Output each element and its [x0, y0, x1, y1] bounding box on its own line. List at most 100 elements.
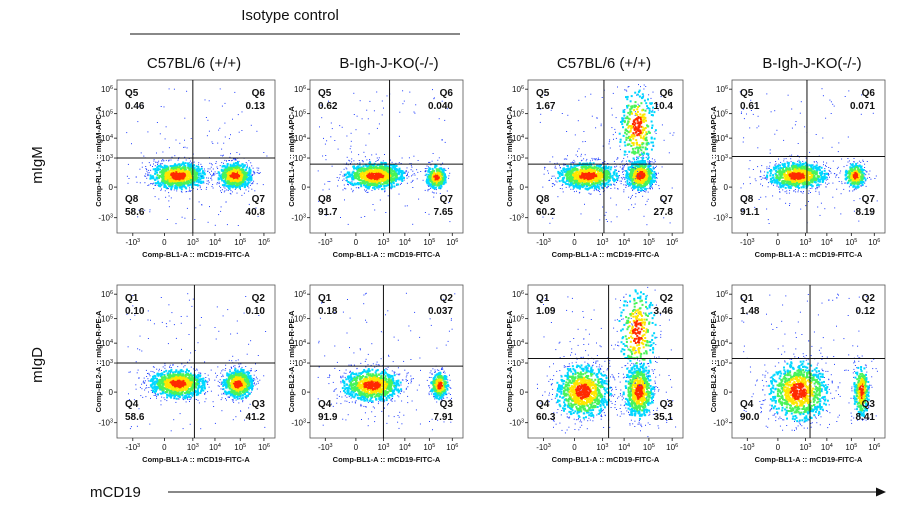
- event-dot: [245, 166, 248, 169]
- event-dot: [171, 165, 174, 168]
- event-dot: [408, 157, 410, 159]
- event-dot: [562, 191, 564, 193]
- event-dot: [641, 152, 643, 154]
- event-dot: [609, 139, 611, 141]
- event-dot: [152, 177, 155, 180]
- event-dot: [173, 189, 175, 191]
- event-dot: [149, 211, 151, 213]
- event-dot: [608, 172, 610, 175]
- event-dot: [171, 172, 174, 175]
- event-dot: [178, 158, 179, 160]
- event-dot: [630, 176, 632, 178]
- event-dot: [629, 111, 632, 114]
- event-dot: [609, 175, 612, 178]
- event-dot: [425, 173, 428, 176]
- event-dot: [373, 110, 375, 112]
- event-dot: [210, 173, 211, 175]
- event-dot: [409, 163, 411, 164]
- event-dot: [161, 188, 162, 190]
- event-dot: [581, 186, 584, 189]
- event-dot: [409, 91, 411, 93]
- event-dot: [565, 168, 568, 171]
- event-dot: [638, 84, 639, 86]
- event-dot: [558, 173, 561, 176]
- event-dot: [398, 135, 400, 137]
- event-dot: [565, 182, 568, 185]
- event-dot: [397, 172, 400, 175]
- event-dot: [352, 191, 354, 193]
- event-dot: [420, 171, 422, 172]
- event-dot: [361, 160, 363, 162]
- event-dot: [329, 181, 331, 182]
- event-dot: [238, 177, 241, 180]
- event-dot: [221, 175, 224, 178]
- event-dot: [579, 176, 582, 179]
- row-label-migm: mIgM: [29, 146, 46, 184]
- event-dot: [415, 104, 417, 106]
- event-dot: [200, 167, 203, 170]
- event-dot: [412, 223, 414, 225]
- event-dot: [231, 159, 233, 161]
- event-dot: [600, 169, 603, 172]
- event-dot: [365, 190, 366, 192]
- event-dot: [159, 185, 162, 188]
- event-dot: [437, 184, 440, 187]
- event-dot: [185, 159, 187, 161]
- event-dot: [440, 188, 441, 190]
- event-dot: [152, 166, 153, 167]
- event-dot: [372, 180, 375, 183]
- event-dot: [582, 171, 585, 173]
- event-dot: [623, 114, 626, 117]
- event-dot: [211, 175, 213, 177]
- event-dot: [631, 174, 634, 177]
- event-dot: [198, 201, 200, 203]
- event-dot: [146, 169, 148, 170]
- event-dot: [373, 172, 376, 175]
- event-dot: [587, 178, 589, 181]
- event-dot: [173, 169, 176, 172]
- event-dot: [232, 162, 235, 165]
- event-dot: [593, 174, 596, 177]
- event-dot: [637, 170, 640, 173]
- event-dot: [152, 183, 154, 185]
- event-dot: [412, 170, 414, 172]
- event-dot: [363, 184, 366, 187]
- event-dot: [636, 171, 639, 174]
- event-dot: [206, 183, 208, 185]
- event-dot: [642, 172, 645, 175]
- event-dot: [368, 177, 371, 180]
- event-dot: [440, 182, 443, 185]
- event-dot: [222, 175, 225, 178]
- event-dot: [434, 177, 437, 180]
- event-dot: [581, 181, 584, 184]
- event-dot: [212, 187, 214, 189]
- event-dot: [377, 176, 380, 179]
- event-dot: [232, 163, 235, 166]
- event-dot: [176, 172, 179, 175]
- event-dot: [640, 177, 643, 180]
- event-dot: [382, 167, 385, 170]
- event-dot: [385, 166, 388, 169]
- event-dot: [181, 180, 184, 183]
- event-dot: [599, 178, 602, 181]
- event-dot: [241, 111, 243, 113]
- event-dot: [379, 173, 382, 176]
- event-dot: [590, 176, 593, 179]
- event-dot: [358, 168, 359, 169]
- event-dot: [404, 205, 406, 207]
- event-dot: [600, 179, 603, 182]
- event-dot: [383, 165, 386, 168]
- event-dot: [402, 103, 404, 105]
- event-dot: [574, 185, 577, 187]
- event-dot: [197, 188, 198, 190]
- event-dot: [164, 171, 167, 174]
- event-dot: [636, 94, 637, 96]
- event-dot: [619, 145, 621, 147]
- event-dot: [637, 185, 640, 188]
- event-dot: [651, 173, 654, 176]
- event-dot: [197, 167, 200, 170]
- event-dot: [360, 179, 363, 182]
- event-dot: [651, 176, 654, 179]
- event-dot: [181, 216, 183, 218]
- event-dot: [613, 160, 615, 162]
